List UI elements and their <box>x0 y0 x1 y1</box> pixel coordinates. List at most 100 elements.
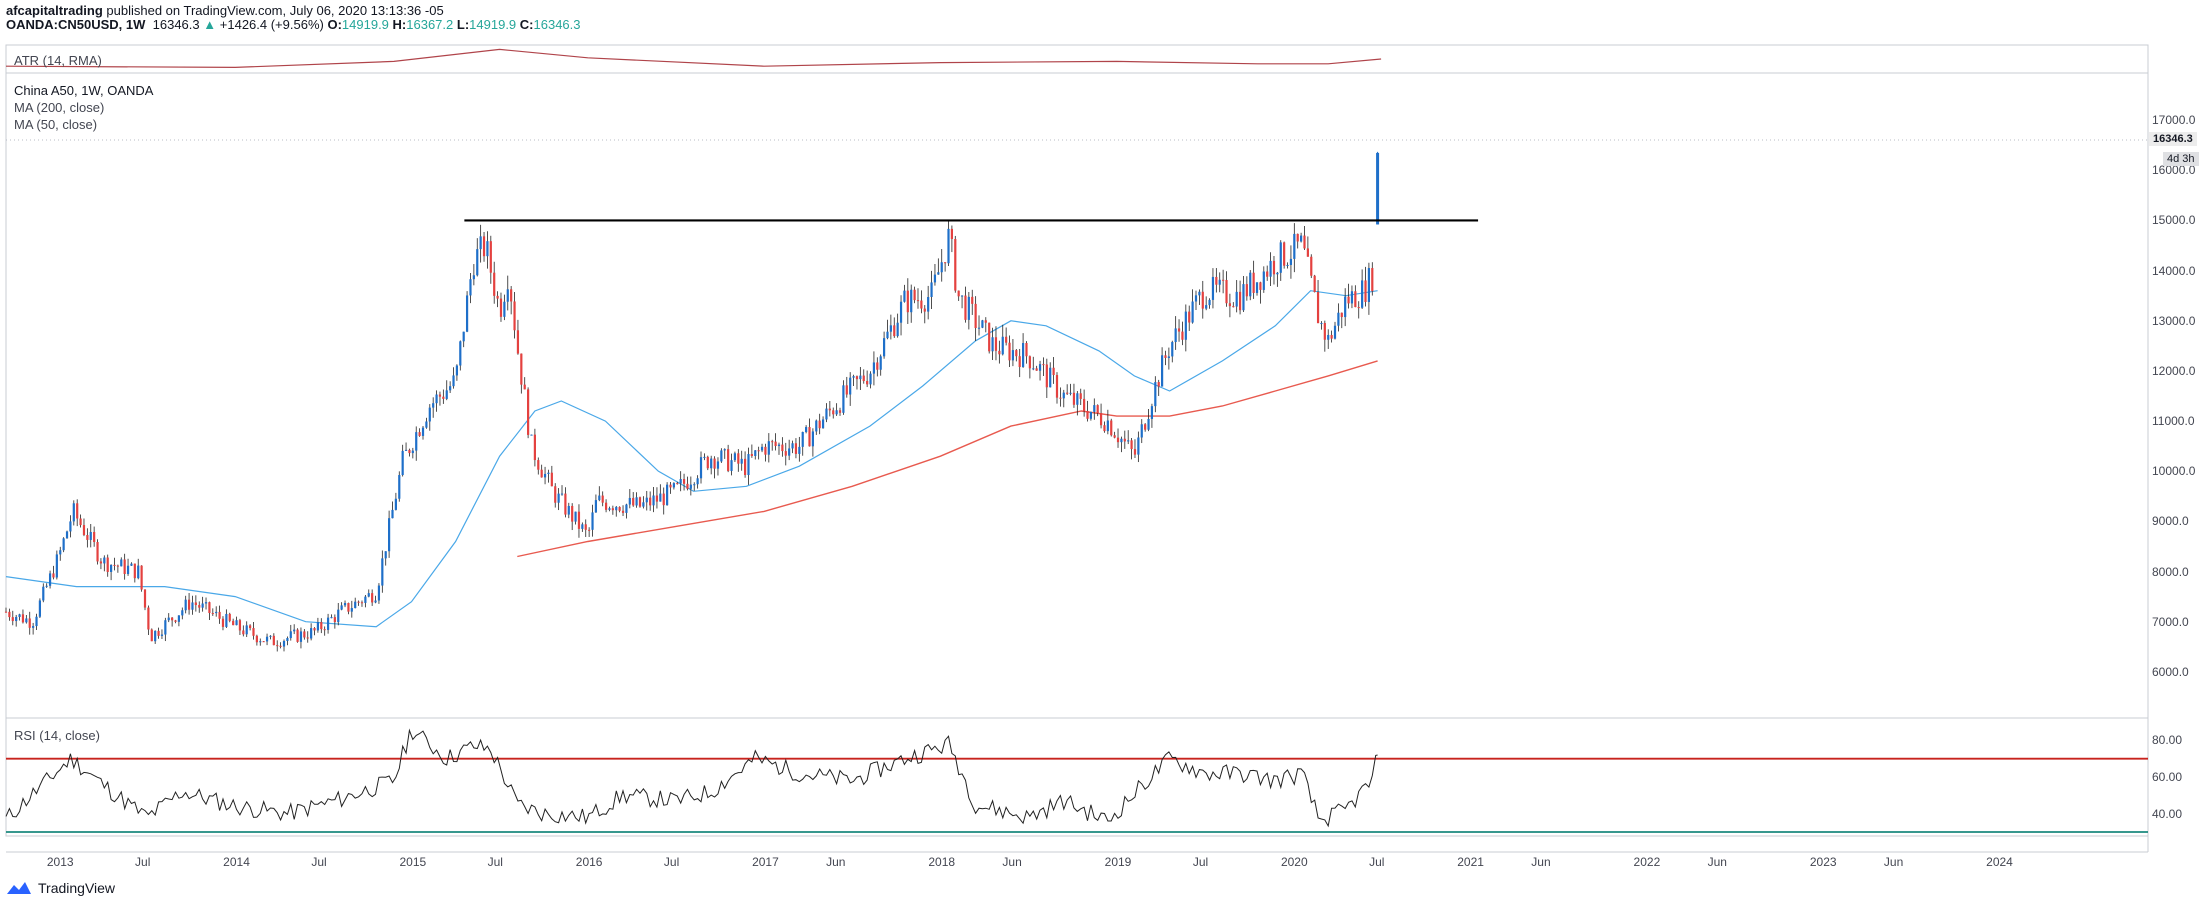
candle-body <box>1320 323 1323 325</box>
candle-body <box>404 449 408 451</box>
tradingview-brand[interactable]: TradingView <box>6 880 115 896</box>
time-tick-label: 2023 <box>1809 855 1837 869</box>
rsi-tick-label: 40.00 <box>2152 806 2183 821</box>
candle-body <box>69 521 72 532</box>
candle-body <box>950 228 953 240</box>
candle-body <box>1181 331 1184 340</box>
candle-body <box>28 618 31 628</box>
brand-name: TradingView <box>38 880 116 896</box>
candle-body <box>1218 279 1221 285</box>
candle-body <box>272 635 275 646</box>
candle-body <box>123 559 126 574</box>
up-arrow-icon: ▲ <box>203 17 217 32</box>
atr-line <box>5 48 1382 69</box>
candle-body <box>937 272 940 275</box>
candle-body <box>666 484 669 506</box>
candle-body <box>1069 392 1072 394</box>
atr-pane-frame <box>5 44 2149 74</box>
candle-body <box>1062 392 1065 399</box>
candle-body <box>82 525 86 535</box>
candle-body <box>425 421 428 428</box>
candle-body <box>435 394 438 404</box>
time-tick-label: 2015 <box>399 855 427 869</box>
candle-body <box>130 563 133 566</box>
price-tick-label: 9000.0 <box>2152 514 2189 529</box>
candle-body <box>947 228 950 264</box>
candle-body <box>598 495 601 501</box>
candle-body <box>1072 392 1076 405</box>
ma200-label[interactable]: MA (200, close) <box>14 100 105 115</box>
candle-body <box>452 375 455 387</box>
candle-body <box>242 630 245 635</box>
candle-body <box>547 472 550 474</box>
candle-body <box>1083 398 1086 411</box>
time-tick-label: 2017 <box>752 855 779 869</box>
time-tick-label: 2014 <box>223 855 250 869</box>
candle-body <box>438 394 442 397</box>
candle-body <box>669 484 672 488</box>
candle-body <box>1025 343 1028 357</box>
candle-body <box>889 325 892 332</box>
ma50-label[interactable]: MA (50, close) <box>14 117 98 132</box>
candle-body <box>557 493 560 503</box>
candle-body <box>262 641 265 643</box>
candle-body <box>449 386 452 391</box>
time-tick-label: 2020 <box>1280 855 1308 869</box>
candle-body <box>1120 438 1123 443</box>
candle-body <box>1337 312 1340 326</box>
candle-body <box>1269 260 1272 277</box>
rsi-label[interactable]: RSI (14, close) <box>14 728 100 743</box>
candle-body <box>1279 242 1282 273</box>
candle-body <box>418 432 421 436</box>
candle-body <box>1361 280 1364 308</box>
candle-body <box>927 296 930 312</box>
candle-body <box>415 432 418 451</box>
candle-body <box>1150 406 1154 419</box>
candle-body <box>133 563 136 579</box>
candle-body <box>662 493 665 506</box>
candle-body <box>1235 291 1238 307</box>
candle-body <box>340 605 343 610</box>
author-name[interactable]: afcapitaltrading <box>6 3 103 18</box>
candle-body <box>187 599 191 610</box>
candle-body <box>706 456 709 469</box>
candle-body <box>957 290 960 297</box>
candle-body <box>750 454 753 456</box>
candle-body <box>621 510 625 513</box>
atr-label[interactable]: ATR (14, RMA) <box>14 53 102 68</box>
candle-body <box>1042 364 1045 366</box>
candle-body <box>350 608 353 612</box>
candle-body <box>730 460 733 471</box>
candle-body <box>354 601 357 609</box>
candle-body <box>920 300 923 309</box>
candle-body <box>326 617 330 630</box>
candle-body <box>428 407 431 422</box>
time-tick-label: Jun <box>1002 855 1022 869</box>
candle-body <box>38 600 42 617</box>
price-tick-label: 13000.0 <box>2152 313 2196 328</box>
candle-body <box>55 554 58 578</box>
candle-body <box>79 518 82 526</box>
candle-body <box>1299 235 1303 242</box>
candle-body <box>784 451 787 456</box>
candle-body <box>1021 343 1025 367</box>
time-tick-label: 2016 <box>575 855 603 869</box>
candle-body <box>1015 350 1018 357</box>
candle-body <box>442 396 445 399</box>
candle-body <box>137 565 140 579</box>
candle-body <box>859 375 862 380</box>
candle-body <box>896 322 899 337</box>
candle-body <box>981 320 984 328</box>
time-tick-label: Jul <box>663 855 680 869</box>
open-label: O: <box>327 17 342 32</box>
candle-body <box>638 497 642 507</box>
candle-body <box>232 620 235 626</box>
candle-body <box>1350 291 1354 304</box>
main-series-title[interactable]: China A50, 1W, OANDA <box>14 83 154 98</box>
candle-body <box>1035 368 1038 371</box>
candle-body <box>1011 350 1015 361</box>
candle-body <box>1289 258 1293 265</box>
candle-body <box>228 613 231 621</box>
candle-body <box>964 295 967 320</box>
